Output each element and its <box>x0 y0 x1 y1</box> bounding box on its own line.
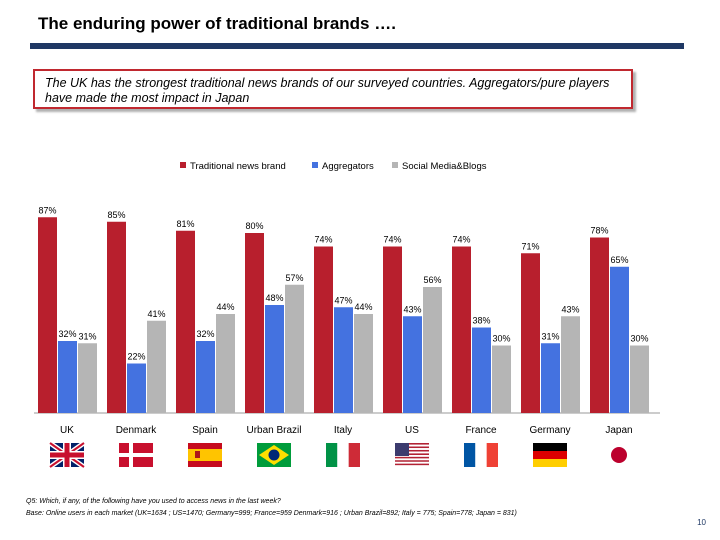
germany-flag <box>533 443 567 467</box>
footnote-question: Q5: Which, if any, of the following have… <box>26 498 281 505</box>
callout-box: The UK has the strongest traditional new… <box>33 69 633 109</box>
legend-item-social: Social Media&Blogs <box>392 161 487 172</box>
italy-flag <box>326 443 360 467</box>
category-label-italy: Italy <box>334 425 352 436</box>
bar-social-japan <box>630 345 649 413</box>
bar-traditional-italy <box>314 246 333 413</box>
data-label-traditional-france: 74% <box>452 235 470 245</box>
bar-aggregators-us <box>403 316 422 413</box>
data-label-social-japan: 30% <box>630 334 648 344</box>
bar-traditional-uk <box>38 217 57 413</box>
legend-item-aggregators: Aggregators <box>312 161 374 172</box>
bar-social-us <box>423 287 442 413</box>
data-label-traditional-uk: 87% <box>38 205 56 215</box>
category-label-us: US <box>405 425 419 436</box>
title-rule <box>30 43 684 49</box>
bar-traditional-denmark <box>107 221 126 413</box>
data-label-traditional-italy: 74% <box>314 235 332 245</box>
category-label-denmark: Denmark <box>116 425 158 436</box>
footnote-base: Base: Online users in each market (UK=16… <box>26 510 517 517</box>
legend-swatch-traditional <box>180 162 186 169</box>
data-label-traditional-us: 74% <box>383 235 401 245</box>
category-label-japan: Japan <box>605 425 632 436</box>
france-flag <box>464 443 498 467</box>
data-label-traditional-denmark: 85% <box>107 210 125 220</box>
bar-traditional-spain <box>176 230 195 413</box>
bar-social-uk <box>78 343 97 413</box>
data-label-traditional-spain: 81% <box>176 219 194 229</box>
data-label-traditional-urban-brazil: 80% <box>245 221 263 231</box>
category-label-france: France <box>465 425 497 436</box>
bar-social-denmark <box>147 320 166 413</box>
spain-flag <box>188 443 222 467</box>
data-label-social-france: 30% <box>492 334 510 344</box>
bar-social-germany <box>561 316 580 413</box>
data-label-aggregators-italy: 47% <box>334 295 352 305</box>
denmark-flag <box>119 443 153 467</box>
data-label-social-italy: 44% <box>354 302 372 312</box>
brazil-flag <box>257 443 291 467</box>
legend-label-social: Social Media&Blogs <box>402 161 487 172</box>
data-label-aggregators-urban-brazil: 48% <box>265 293 283 303</box>
data-label-aggregators-spain: 32% <box>196 329 214 339</box>
legend-swatch-aggregators <box>312 162 318 169</box>
us-flag <box>395 443 429 467</box>
bar-traditional-japan <box>590 237 609 413</box>
data-label-social-us: 56% <box>423 275 441 285</box>
bar-aggregators-italy <box>334 307 353 413</box>
bar-social-spain <box>216 314 235 413</box>
legend-item-traditional: Traditional news brand <box>180 161 286 172</box>
data-label-social-germany: 43% <box>561 304 579 314</box>
data-label-aggregators-us: 43% <box>403 304 421 314</box>
page-title: The enduring power of traditional brands… <box>38 14 396 33</box>
bar-traditional-france <box>452 246 471 413</box>
bar-traditional-urban-brazil <box>245 233 264 413</box>
data-label-traditional-japan: 78% <box>590 226 608 236</box>
data-label-social-uk: 31% <box>78 331 96 341</box>
bar-aggregators-denmark <box>127 363 146 413</box>
bar-aggregators-france <box>472 327 491 413</box>
data-label-aggregators-germany: 31% <box>541 331 559 341</box>
data-label-aggregators-japan: 65% <box>610 255 628 265</box>
footnote: Q5: Which, if any, of the following have… <box>26 496 517 520</box>
data-label-aggregators-france: 38% <box>472 316 490 326</box>
legend-swatch-social <box>392 162 398 169</box>
bar-traditional-us <box>383 246 402 413</box>
bar-social-france <box>492 345 511 413</box>
data-label-social-spain: 44% <box>216 302 234 312</box>
bar-aggregators-japan <box>610 266 629 413</box>
bar-aggregators-germany <box>541 343 560 413</box>
data-label-social-denmark: 41% <box>147 309 165 319</box>
category-label-germany: Germany <box>529 425 570 436</box>
category-label-uk: UK <box>60 425 74 436</box>
data-label-social-urban-brazil: 57% <box>285 273 303 283</box>
data-label-aggregators-denmark: 22% <box>127 352 145 362</box>
legend-label-traditional: Traditional news brand <box>190 161 286 172</box>
data-label-aggregators-uk: 32% <box>58 329 76 339</box>
bar-aggregators-uk <box>58 341 77 413</box>
bar-social-italy <box>354 314 373 413</box>
page-number: 10 <box>697 518 706 527</box>
category-label-urban-brazil: Urban Brazil <box>246 425 301 436</box>
category-label-spain: Spain <box>192 425 218 436</box>
japan-flag <box>602 443 636 467</box>
bar-aggregators-urban-brazil <box>265 305 284 413</box>
bar-social-urban-brazil <box>285 284 304 413</box>
uk-flag <box>48 440 86 470</box>
legend-label-aggregators: Aggregators <box>322 161 374 172</box>
data-label-traditional-germany: 71% <box>521 241 539 251</box>
bar-aggregators-spain <box>196 341 215 413</box>
bar-traditional-germany <box>521 253 540 413</box>
